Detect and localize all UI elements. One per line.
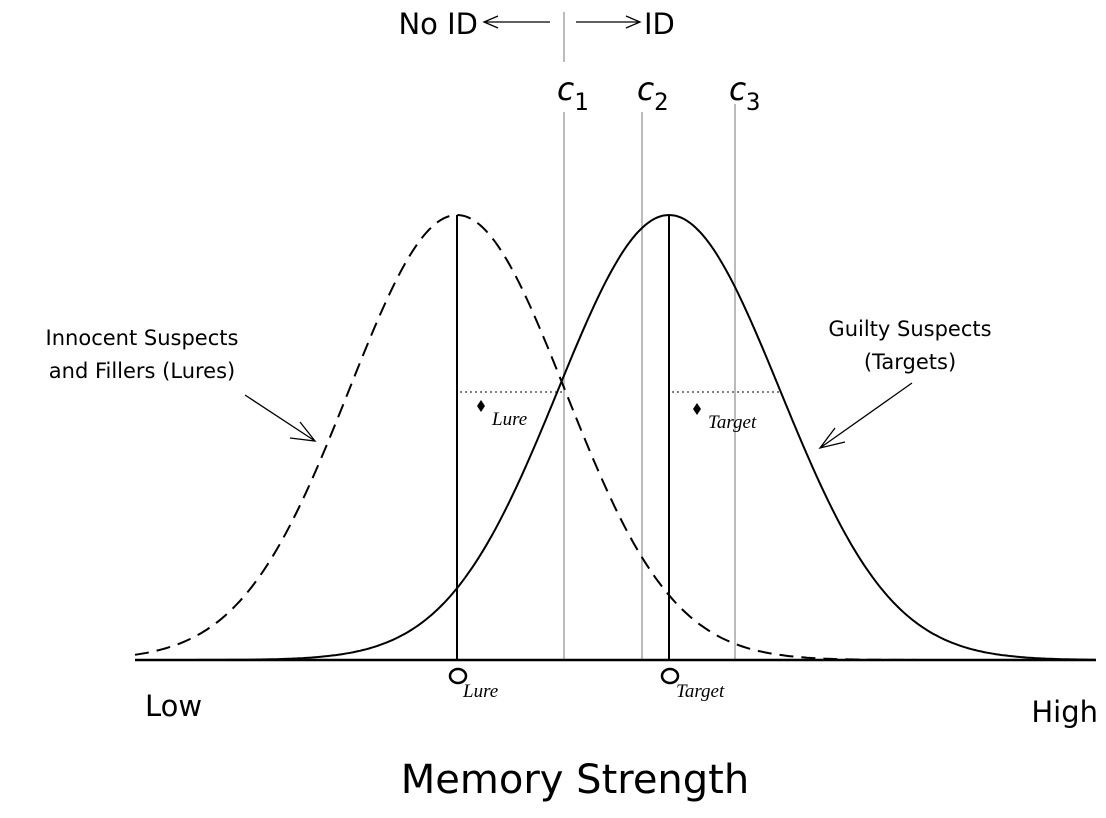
sigma-symbol: [693, 403, 701, 415]
c-letter: c: [556, 70, 575, 108]
mu-symbol: [448, 667, 468, 685]
criterion-lines: [563, 12, 736, 660]
target-label: (Targets): [864, 350, 956, 374]
target-curve: [135, 213, 1095, 661]
target-pointer: [818, 382, 913, 450]
c-sub: 2: [654, 88, 668, 116]
mu-target: Target: [676, 681, 725, 702]
c-letter: c: [636, 70, 655, 108]
lure-label: Innocent Suspects: [46, 326, 239, 350]
target-label: Guilty Suspects: [828, 317, 991, 341]
lure-label: and Fillers (Lures): [49, 359, 235, 383]
c-sub: 1: [574, 88, 588, 116]
no-id: No ID: [398, 7, 478, 41]
lure-curve: [134, 213, 1095, 661]
sigma-target: Target: [708, 412, 757, 433]
c-sub: 3: [746, 88, 760, 116]
low-label: Low: [145, 689, 202, 723]
mu-lure: Lure: [462, 681, 498, 702]
axis-title: Memory Strength: [401, 757, 749, 803]
lure-pointer: [244, 394, 317, 442]
sigma-lure: Lure: [491, 409, 527, 430]
sigma-symbol: [477, 400, 485, 412]
c-letter: c: [728, 70, 747, 108]
id-arrow: [576, 15, 642, 29]
mu-symbol: [660, 667, 680, 685]
no-id-arrow: [482, 15, 550, 29]
id: ID: [644, 7, 675, 41]
high-label: High: [1031, 695, 1098, 729]
decision-arrows: [244, 15, 913, 450]
